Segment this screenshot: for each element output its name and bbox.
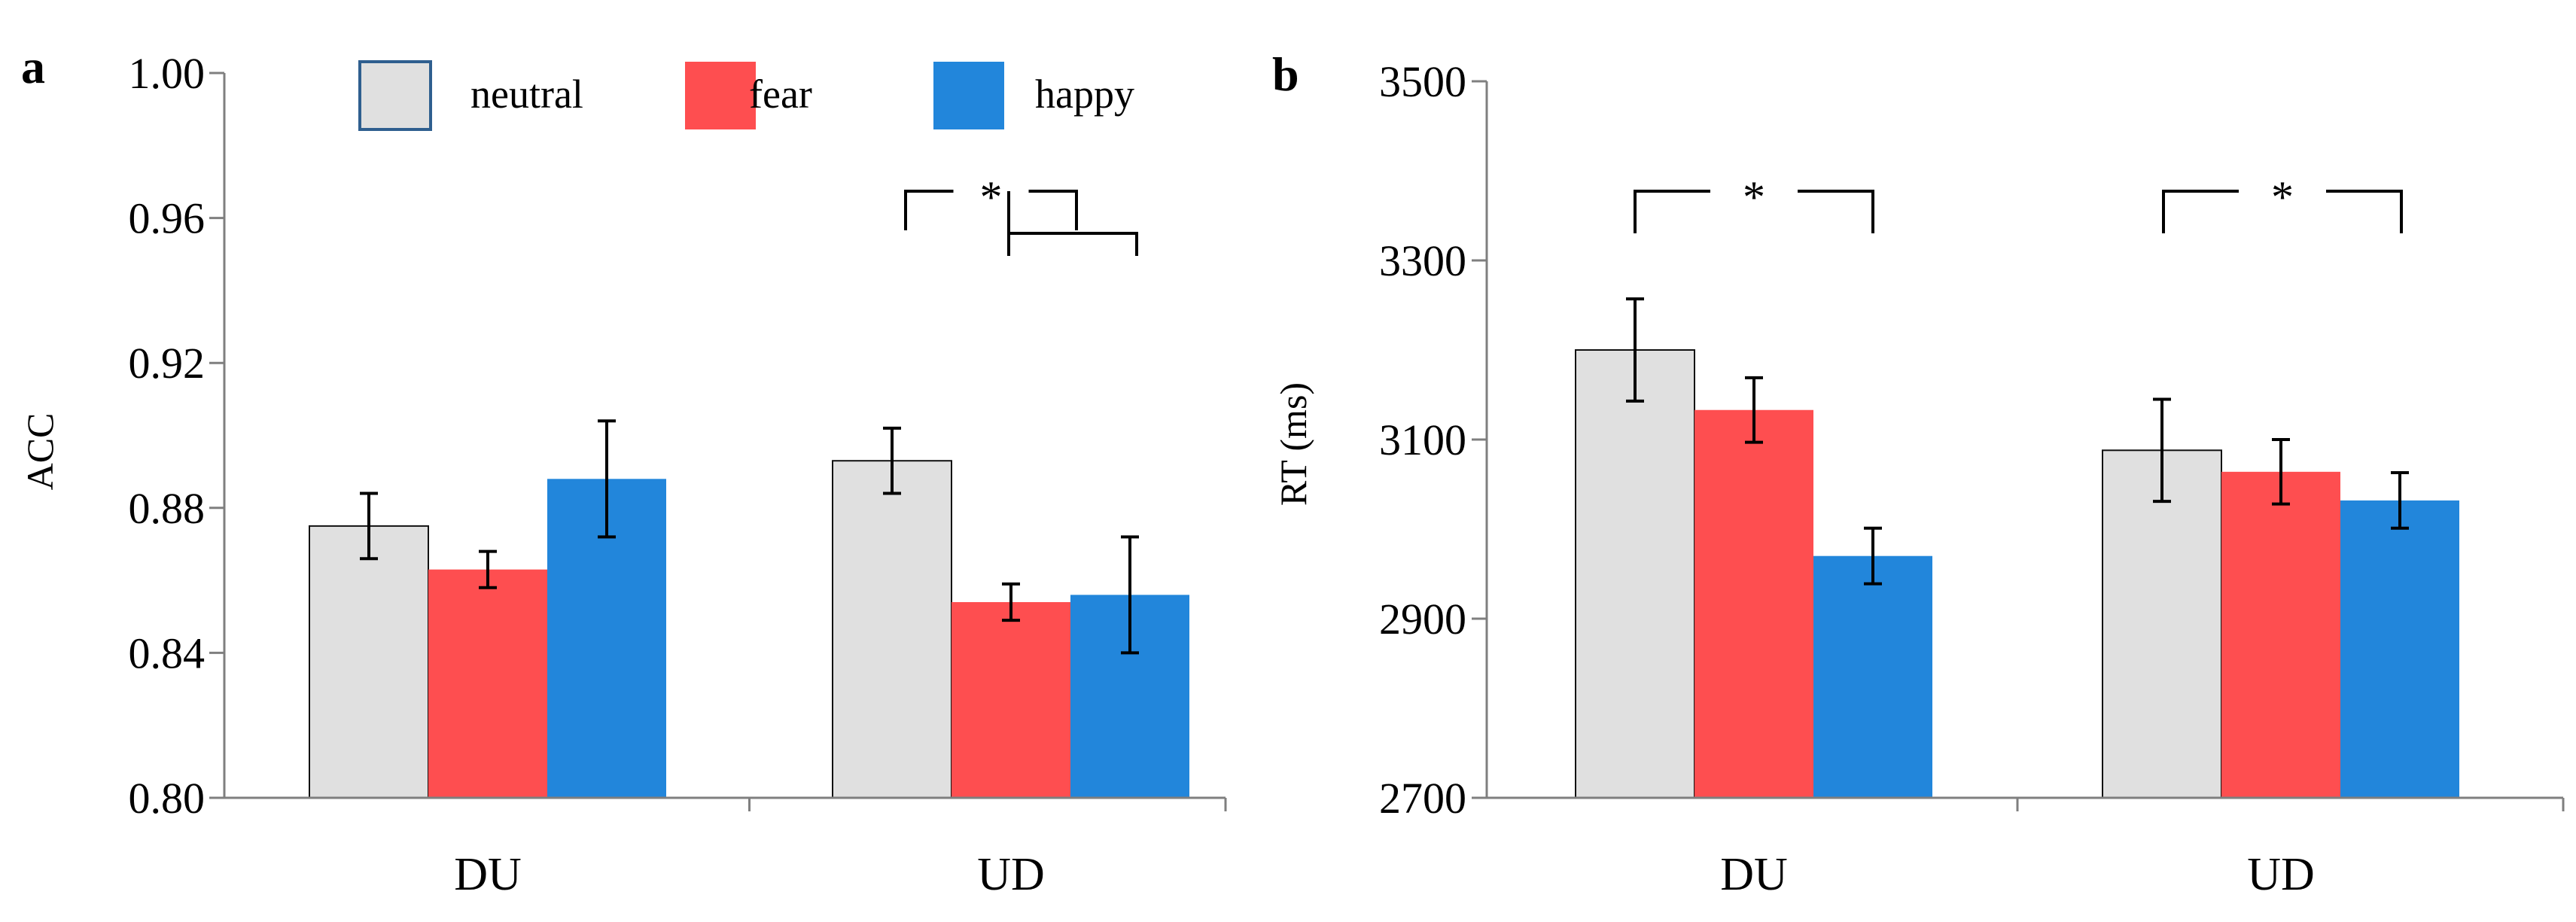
legend-label-fear: fear bbox=[749, 72, 812, 117]
error-bar-du-fear bbox=[479, 549, 497, 589]
error-bar-ud-fear bbox=[2272, 438, 2290, 506]
panel-b-rt-chart: DU UD 2700 2900 3100 3300 3500 RT (ms) b * * bbox=[1272, 47, 2565, 900]
legend-swatch-fear bbox=[685, 62, 756, 129]
category-label-ud: UD bbox=[977, 849, 1045, 900]
significance-star: * bbox=[980, 172, 1003, 222]
panel-label-b: b bbox=[1272, 47, 1299, 101]
y-axis-label: ACC bbox=[19, 413, 61, 491]
error-bar-ud-fear bbox=[1002, 582, 1020, 622]
bar-ud-fear bbox=[952, 601, 1070, 798]
y-tick-label: 2700 bbox=[1379, 774, 1466, 823]
bar-du-happy bbox=[1813, 555, 1932, 798]
y-tick-label: 0.88 bbox=[129, 484, 206, 533]
significance-bracket-ud-neutral-fear: * bbox=[904, 172, 1078, 230]
bar-du-fear bbox=[428, 569, 547, 798]
legend-swatch-happy bbox=[933, 62, 1004, 129]
bracket-line bbox=[1634, 190, 1874, 233]
y-tick-label: 3500 bbox=[1379, 57, 1466, 106]
bar-ud-fear bbox=[2221, 471, 2340, 798]
bar-du-fear bbox=[1694, 409, 1813, 798]
y-tick-label: 0.84 bbox=[129, 628, 206, 677]
bar-ud-neutral bbox=[2102, 449, 2222, 799]
bracket-line bbox=[2162, 190, 2403, 233]
legend: neutral fear happy bbox=[358, 60, 1134, 131]
error-bar-du-neutral bbox=[360, 491, 378, 561]
y-tick-label: 0.80 bbox=[129, 774, 206, 823]
error-bar-ud-happy bbox=[1121, 535, 1139, 655]
y-tick-label: 3300 bbox=[1379, 236, 1466, 285]
bar-ud-happy bbox=[2340, 500, 2459, 798]
category-label-du: DU bbox=[1720, 849, 1788, 900]
category-label-ud: UD bbox=[2247, 849, 2315, 900]
bracket-line bbox=[904, 190, 1078, 230]
y-tick-label: 1.00 bbox=[129, 49, 206, 98]
error-bar-du-happy bbox=[598, 419, 616, 539]
legend-item-fear: fear bbox=[685, 62, 812, 129]
error-bar-ud-neutral bbox=[883, 426, 901, 495]
legend-swatch-neutral bbox=[358, 60, 432, 131]
significance-star: * bbox=[2271, 172, 2294, 222]
significance-bracket-ud-nested bbox=[1007, 191, 1138, 256]
significance-bracket-ud-neutral-happy: * bbox=[2162, 172, 2403, 233]
category-label-du: DU bbox=[454, 849, 522, 900]
significance-star: * bbox=[1743, 172, 1765, 222]
error-bar-ud-happy bbox=[2391, 471, 2409, 530]
y-axis-label: RT (ms) bbox=[1272, 382, 1314, 506]
y-tick-label: 2900 bbox=[1379, 595, 1466, 644]
y-tick-label: 0.96 bbox=[129, 194, 206, 243]
legend-label-happy: happy bbox=[1035, 72, 1134, 117]
bar-du-neutral bbox=[309, 525, 429, 799]
bar-du-neutral bbox=[1575, 349, 1695, 799]
panel-a-acc-chart: DU UD 0.80 0.84 0.88 0.92 0.96 1.00 ACC a * bbox=[19, 40, 1227, 900]
y-tick-label: 0.92 bbox=[129, 339, 206, 388]
error-bar-du-fear bbox=[1745, 376, 1763, 444]
error-bar-ud-neutral bbox=[2153, 397, 2171, 504]
panel-label-a: a bbox=[21, 40, 45, 93]
error-bar-du-neutral bbox=[1626, 297, 1644, 403]
y-tick-label: 3100 bbox=[1379, 415, 1466, 464]
legend-item-happy: happy bbox=[933, 62, 1134, 129]
bracket-line bbox=[1007, 191, 1138, 256]
bar-ud-neutral bbox=[832, 460, 952, 799]
legend-label-neutral: neutral bbox=[470, 72, 583, 117]
error-bar-du-happy bbox=[1864, 526, 1882, 586]
significance-bracket-du-neutral-happy: * bbox=[1634, 172, 1874, 233]
legend-item-neutral: neutral bbox=[358, 60, 583, 131]
